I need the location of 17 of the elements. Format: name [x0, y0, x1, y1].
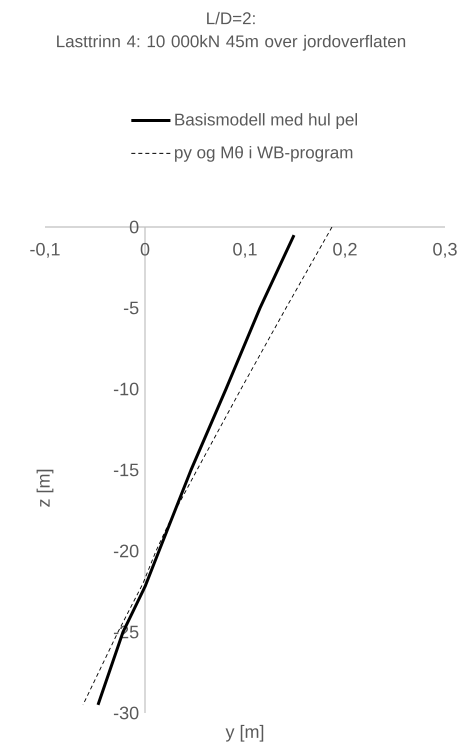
x-tick-label: -0,1 — [30, 242, 60, 258]
x-tick-label: 0,3 — [433, 242, 457, 258]
y-tick-label: 0 — [130, 220, 138, 234]
y-tick-label: -5 — [124, 302, 138, 314]
y-tick-label: -30 — [114, 706, 138, 720]
legend-label: Basismodell med hul pel — [175, 113, 358, 129]
x-tick-label: 0,2 — [333, 242, 357, 258]
x-tick-label: 0 — [140, 242, 150, 256]
legend-label: py og Mθ i WB-program — [175, 146, 352, 162]
chart-title: L/D=2: — [207, 12, 255, 24]
x-tick-label: 0,1 — [233, 242, 257, 258]
x-axis-title: y [m] — [226, 724, 264, 742]
y-tick-label: -15 — [114, 464, 138, 476]
y-tick-label: -20 — [114, 544, 138, 558]
y-axis-title: z [m] — [36, 470, 54, 507]
chart-subtitle: Lasttrinn 4: 10 000kN 45m over jordoverflaten — [57, 34, 406, 51]
y-tick-label: -10 — [114, 382, 138, 396]
